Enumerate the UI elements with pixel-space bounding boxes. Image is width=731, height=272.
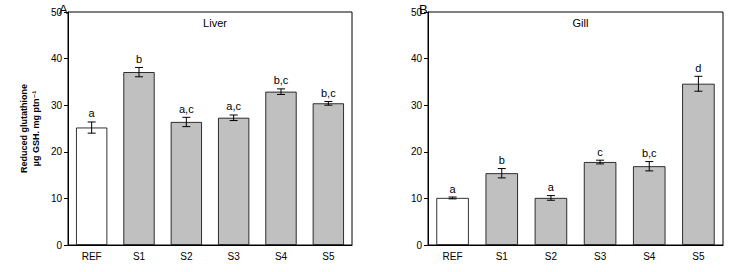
svg-text:REF: REF — [443, 251, 463, 262]
svg-text:Liver: Liver — [203, 17, 227, 29]
svg-text:c: c — [597, 146, 603, 158]
svg-text:50: 50 — [50, 6, 62, 18]
svg-text:Gill: Gill — [573, 17, 589, 29]
svg-text:Reduced glutathione: Reduced glutathione — [19, 84, 29, 173]
svg-text:b,c: b,c — [321, 87, 336, 99]
svg-text:S4: S4 — [643, 251, 656, 262]
svg-text:REF: REF — [82, 251, 102, 262]
svg-text:b: b — [499, 154, 505, 166]
svg-text:S5: S5 — [692, 251, 705, 262]
svg-text:a,c: a,c — [179, 103, 194, 115]
svg-text:b: b — [136, 53, 142, 65]
svg-text:a,c: a,c — [226, 100, 241, 112]
svg-text:A: A — [59, 2, 68, 17]
svg-text:b,c: b,c — [274, 74, 289, 86]
svg-text:S1: S1 — [133, 251, 146, 262]
svg-text:S5: S5 — [322, 251, 335, 262]
svg-text:S1: S1 — [496, 251, 509, 262]
svg-text:S4: S4 — [275, 251, 288, 262]
svg-text:a: a — [548, 181, 555, 193]
svg-text:30: 30 — [411, 100, 423, 111]
svg-text:0: 0 — [56, 240, 62, 251]
svg-text:10: 10 — [51, 193, 63, 204]
svg-text:10: 10 — [411, 193, 423, 204]
svg-text:b,c: b,c — [642, 147, 657, 159]
svg-text:S2: S2 — [545, 251, 558, 262]
svg-text:S3: S3 — [228, 251, 241, 262]
svg-text:B: B — [419, 2, 428, 17]
svg-text:40: 40 — [411, 53, 423, 64]
svg-text:20: 20 — [411, 146, 423, 157]
svg-text:a: a — [450, 183, 457, 195]
svg-text:40: 40 — [51, 53, 63, 64]
svg-text:a: a — [89, 107, 96, 119]
svg-text:S3: S3 — [594, 251, 607, 262]
svg-text:d: d — [695, 62, 701, 74]
svg-text:20: 20 — [51, 146, 63, 157]
svg-text:0: 0 — [416, 240, 422, 251]
svg-text:30: 30 — [51, 100, 63, 111]
svg-text:S2: S2 — [180, 251, 193, 262]
svg-text:µg GSH. mg ptn⁻¹: µg GSH. mg ptn⁻¹ — [31, 91, 41, 166]
svg-text:50: 50 — [410, 6, 422, 18]
